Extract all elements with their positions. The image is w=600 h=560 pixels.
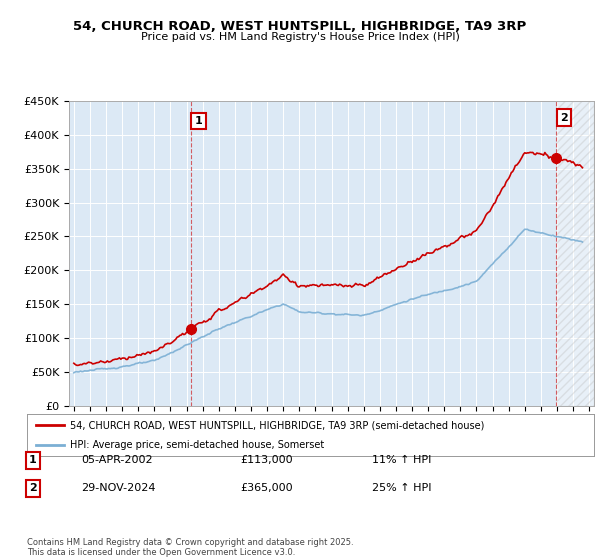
Text: 2: 2 <box>560 113 568 123</box>
Text: 11% ↑ HPI: 11% ↑ HPI <box>372 455 431 465</box>
Text: 05-APR-2002: 05-APR-2002 <box>81 455 152 465</box>
Text: £365,000: £365,000 <box>240 483 293 493</box>
Text: 2: 2 <box>29 483 37 493</box>
Text: £113,000: £113,000 <box>240 455 293 465</box>
Text: Contains HM Land Registry data © Crown copyright and database right 2025.
This d: Contains HM Land Registry data © Crown c… <box>27 538 353 557</box>
Text: 1: 1 <box>195 116 203 126</box>
Bar <box>557 101 594 406</box>
Text: Price paid vs. HM Land Registry's House Price Index (HPI): Price paid vs. HM Land Registry's House … <box>140 32 460 43</box>
Text: 29-NOV-2024: 29-NOV-2024 <box>81 483 155 493</box>
Text: 54, CHURCH ROAD, WEST HUNTSPILL, HIGHBRIDGE, TA9 3RP: 54, CHURCH ROAD, WEST HUNTSPILL, HIGHBRI… <box>73 20 527 33</box>
Text: 54, CHURCH ROAD, WEST HUNTSPILL, HIGHBRIDGE, TA9 3RP (semi-detached house): 54, CHURCH ROAD, WEST HUNTSPILL, HIGHBRI… <box>70 421 484 430</box>
Text: 1: 1 <box>29 455 37 465</box>
Text: HPI: Average price, semi-detached house, Somerset: HPI: Average price, semi-detached house,… <box>70 440 324 450</box>
Text: 25% ↑ HPI: 25% ↑ HPI <box>372 483 431 493</box>
